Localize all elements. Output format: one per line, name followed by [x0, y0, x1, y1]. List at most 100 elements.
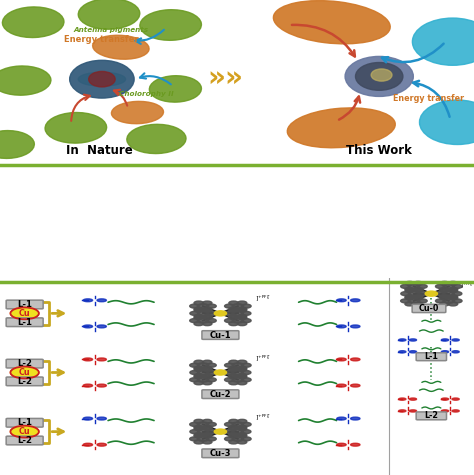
- Circle shape: [202, 301, 212, 305]
- Circle shape: [356, 63, 403, 90]
- Circle shape: [425, 291, 438, 296]
- Ellipse shape: [351, 443, 360, 446]
- Circle shape: [232, 429, 243, 434]
- Ellipse shape: [399, 410, 406, 412]
- Circle shape: [202, 315, 212, 320]
- Circle shape: [413, 281, 423, 285]
- Circle shape: [197, 363, 209, 368]
- Circle shape: [225, 304, 234, 308]
- Ellipse shape: [97, 325, 106, 328]
- Circle shape: [207, 363, 216, 367]
- Circle shape: [401, 285, 410, 288]
- Circle shape: [194, 440, 203, 444]
- FancyBboxPatch shape: [416, 353, 447, 361]
- Circle shape: [202, 426, 212, 429]
- Circle shape: [207, 304, 216, 308]
- Circle shape: [194, 368, 204, 371]
- FancyBboxPatch shape: [6, 300, 43, 309]
- Circle shape: [405, 281, 414, 285]
- Ellipse shape: [97, 384, 106, 387]
- Circle shape: [453, 285, 462, 288]
- Circle shape: [229, 360, 238, 364]
- Circle shape: [241, 430, 251, 434]
- Circle shape: [190, 437, 199, 441]
- Circle shape: [453, 299, 462, 303]
- Circle shape: [203, 433, 212, 437]
- Circle shape: [194, 307, 203, 311]
- Circle shape: [190, 312, 200, 315]
- Circle shape: [448, 281, 458, 285]
- Circle shape: [237, 322, 247, 326]
- Circle shape: [194, 308, 204, 312]
- Text: L-1: L-1: [17, 300, 32, 309]
- Circle shape: [225, 363, 234, 367]
- Circle shape: [194, 322, 203, 326]
- Ellipse shape: [410, 398, 417, 400]
- Circle shape: [237, 366, 247, 370]
- Circle shape: [237, 427, 246, 430]
- Circle shape: [198, 370, 209, 375]
- Circle shape: [207, 437, 216, 441]
- Circle shape: [242, 319, 251, 323]
- Text: Cu-3: Cu-3: [210, 449, 231, 458]
- Circle shape: [202, 381, 212, 385]
- Circle shape: [232, 377, 244, 382]
- Circle shape: [202, 307, 212, 311]
- Circle shape: [207, 422, 216, 427]
- Text: $]^{\mathregular{+PF_6^-}}$: $]^{\mathregular{+PF_6^-}}$: [255, 412, 271, 422]
- Circle shape: [436, 299, 445, 303]
- Circle shape: [197, 422, 209, 427]
- Circle shape: [202, 360, 212, 364]
- Circle shape: [228, 427, 238, 430]
- Ellipse shape: [351, 417, 360, 420]
- Circle shape: [443, 298, 455, 303]
- Circle shape: [418, 285, 427, 288]
- Ellipse shape: [111, 101, 164, 124]
- Text: Cholorophy II: Cholorophy II: [118, 91, 173, 97]
- Ellipse shape: [441, 398, 448, 400]
- Circle shape: [197, 377, 209, 382]
- Text: L-1: L-1: [424, 352, 438, 361]
- Text: L-2: L-2: [17, 436, 32, 445]
- Ellipse shape: [399, 351, 406, 353]
- Circle shape: [229, 426, 238, 429]
- Circle shape: [237, 419, 247, 423]
- Circle shape: [436, 285, 445, 288]
- Circle shape: [207, 319, 216, 323]
- Circle shape: [198, 311, 209, 316]
- Circle shape: [229, 440, 238, 444]
- Circle shape: [452, 292, 462, 295]
- Ellipse shape: [337, 325, 346, 328]
- Text: In  Nature: In Nature: [66, 144, 133, 157]
- Circle shape: [224, 430, 234, 434]
- Circle shape: [214, 429, 227, 434]
- Text: Cu: Cu: [19, 368, 30, 377]
- Circle shape: [241, 370, 251, 374]
- Circle shape: [237, 375, 247, 379]
- Text: $]^{\mathregular{+PF_6^-}}$: $]^{\mathregular{+PF_6^-}}$: [460, 280, 474, 290]
- Text: Energy transfer: Energy transfer: [64, 35, 138, 44]
- Circle shape: [413, 296, 423, 300]
- Circle shape: [448, 302, 458, 306]
- Ellipse shape: [97, 417, 106, 420]
- Circle shape: [202, 440, 212, 444]
- FancyBboxPatch shape: [202, 390, 239, 399]
- Text: Cu-0: Cu-0: [419, 304, 439, 313]
- Circle shape: [70, 60, 134, 98]
- Circle shape: [190, 304, 199, 308]
- Circle shape: [237, 426, 247, 429]
- Circle shape: [237, 360, 247, 364]
- FancyBboxPatch shape: [6, 377, 43, 386]
- Circle shape: [405, 289, 415, 293]
- Circle shape: [405, 287, 414, 292]
- Ellipse shape: [399, 339, 406, 341]
- Circle shape: [412, 18, 474, 65]
- FancyBboxPatch shape: [6, 436, 43, 445]
- Circle shape: [202, 366, 212, 370]
- Text: »»: »»: [207, 64, 243, 92]
- Ellipse shape: [45, 113, 107, 143]
- Circle shape: [214, 370, 227, 375]
- Circle shape: [229, 419, 238, 423]
- Circle shape: [242, 363, 251, 367]
- Ellipse shape: [0, 66, 51, 95]
